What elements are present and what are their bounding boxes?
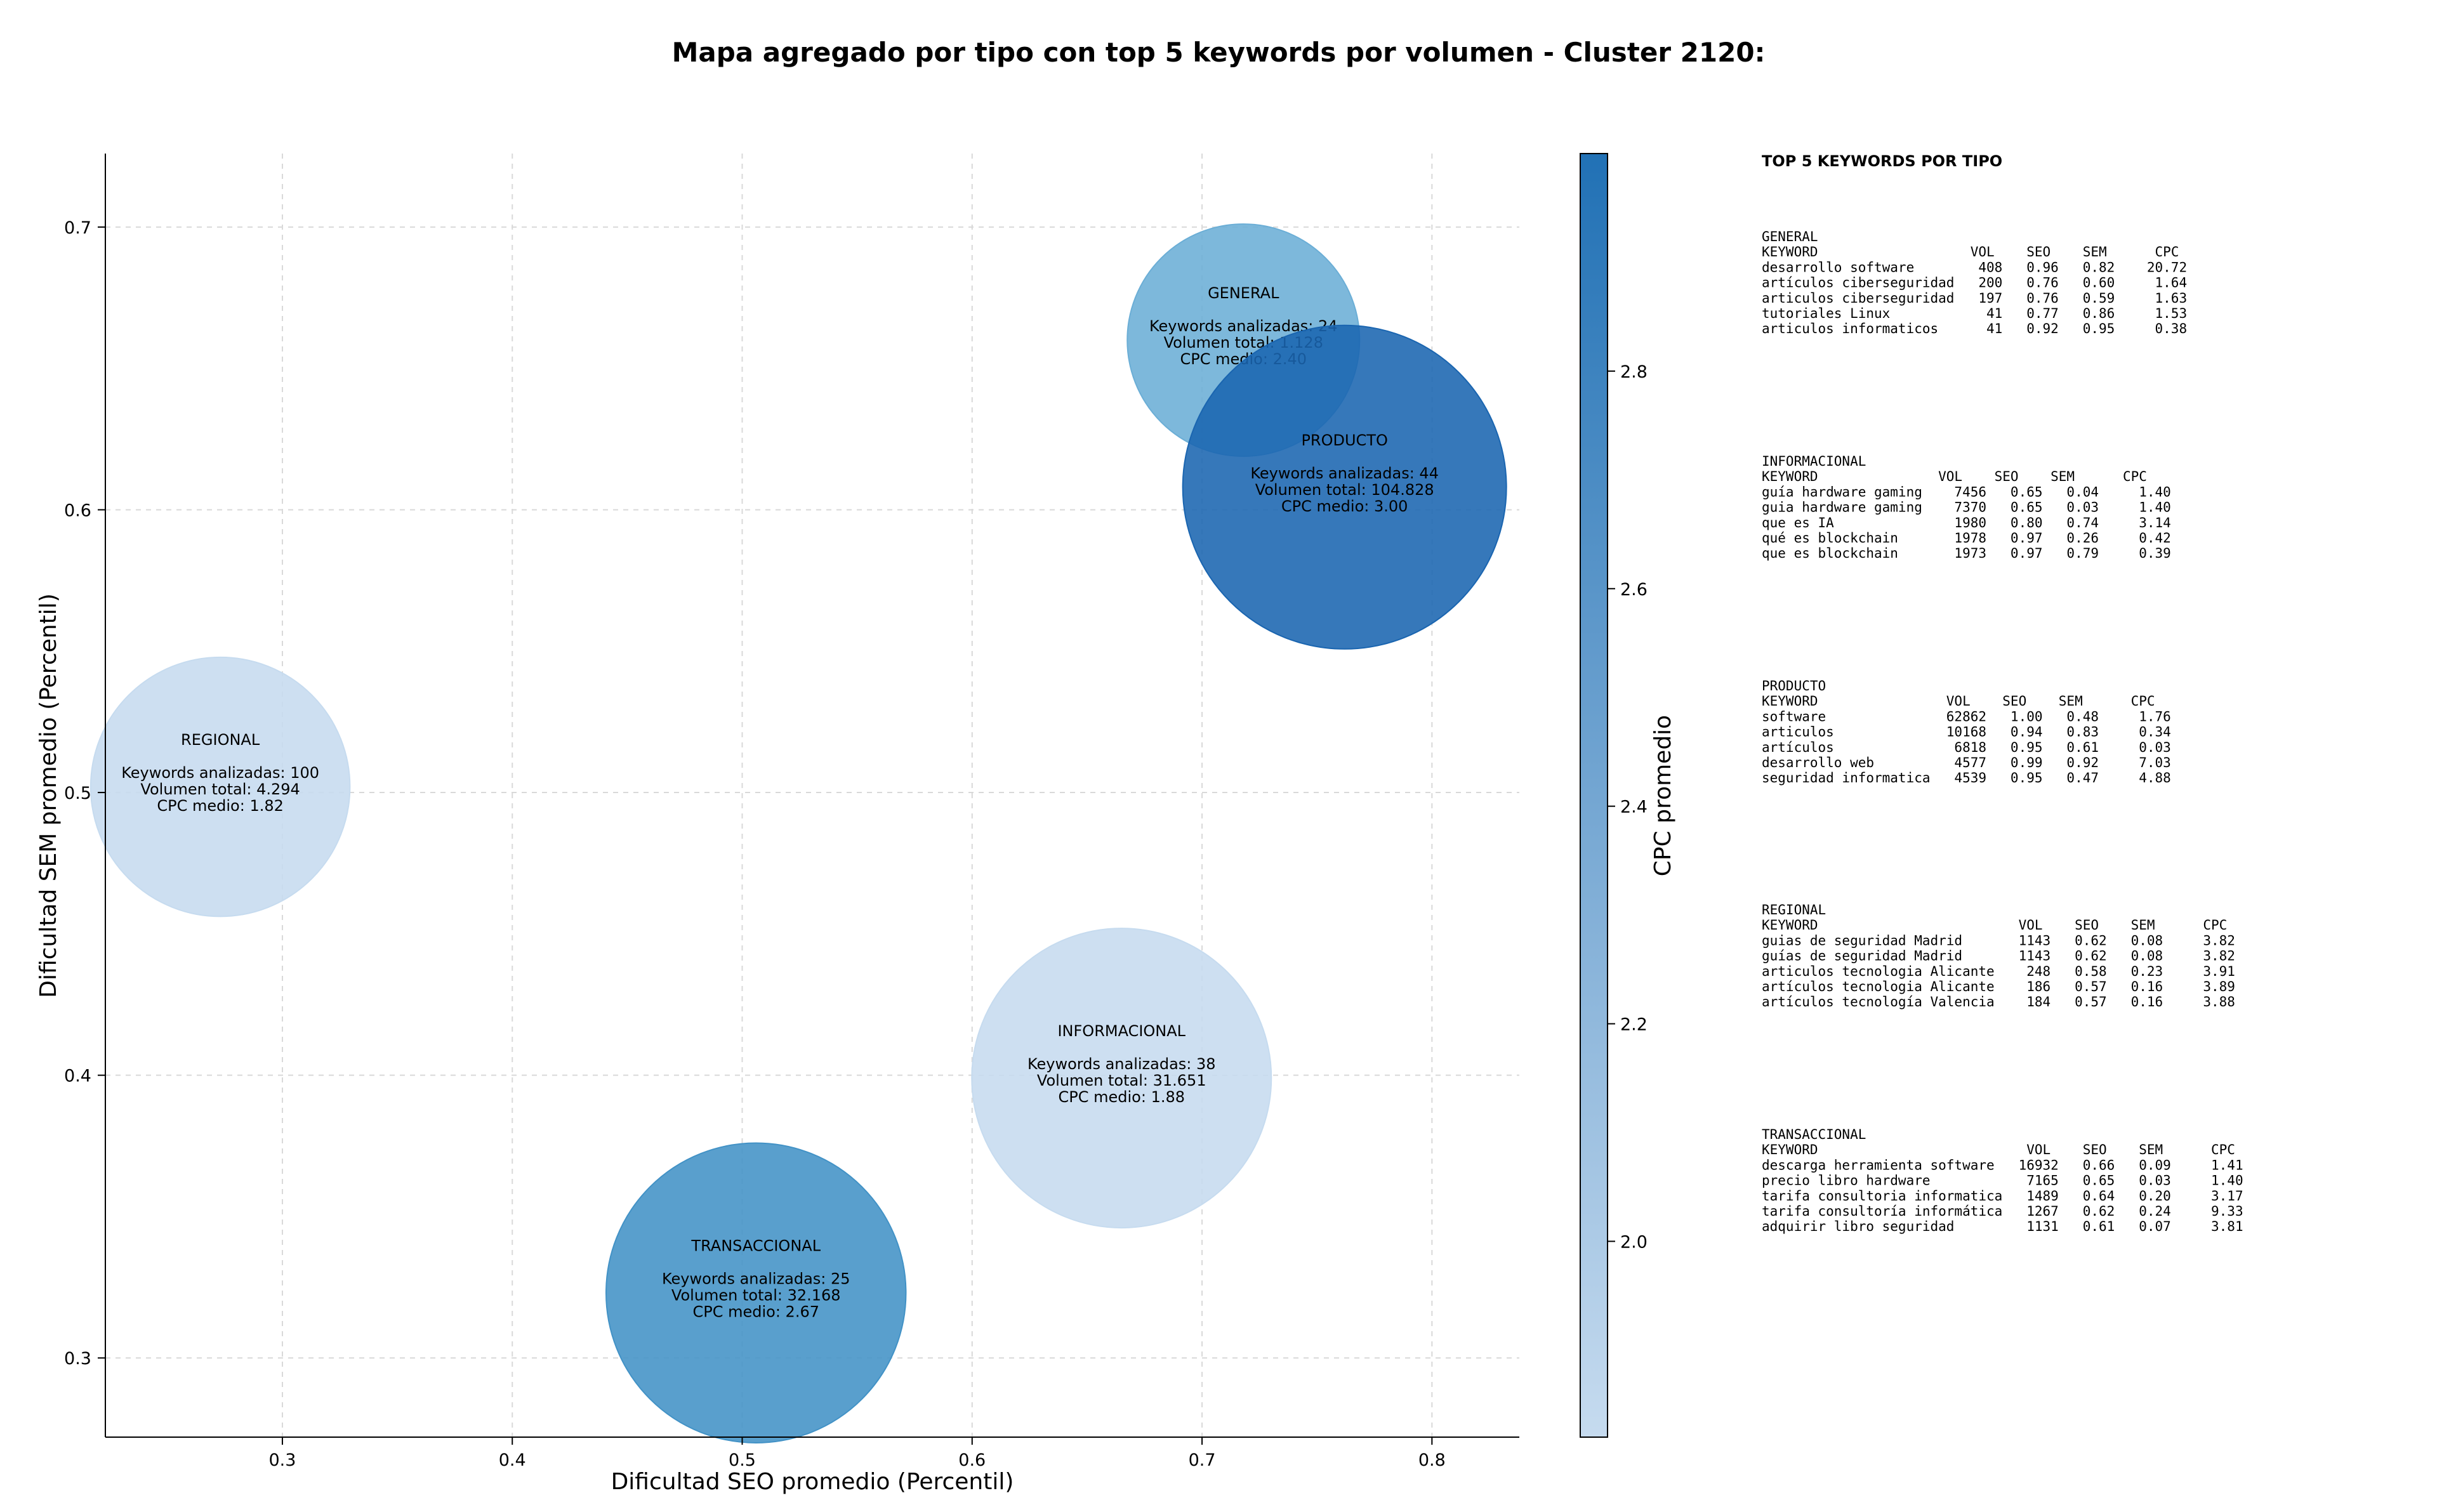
y-tick-label: 0.4 <box>64 1067 91 1086</box>
keyword-table-row: adquirir libro seguridad 1131 0.61 0.07 … <box>1762 1219 2243 1234</box>
bubble-label-line3: CPC medio: 1.88 <box>1059 1088 1185 1106</box>
side-panel-heading: TOP 5 KEYWORDS POR TIPO <box>1762 152 2002 170</box>
keyword-table-row: qué es blockchain 1978 0.97 0.26 0.42 <box>1762 530 2171 546</box>
bubble-label-line1: Keywords analizadas: 100 <box>121 764 319 782</box>
keyword-table-row: guias de seguridad Madrid 1143 0.62 0.08… <box>1762 933 2235 948</box>
keyword-table-row: precio libro hardware 7165 0.65 0.03 1.4… <box>1762 1173 2243 1188</box>
bubble-label-name: PRODUCTO <box>1301 431 1387 449</box>
keyword-table-title: INFORMACIONAL <box>1762 454 1866 469</box>
x-axis-label: Dificultad SEO promedio (Percentil) <box>611 1469 1014 1495</box>
colorbar-tick-label: 2.6 <box>1620 580 1648 600</box>
keyword-table-header: KEYWORD VOL SEO SEM CPC <box>1762 469 2147 484</box>
keyword-table-row: artículos 6818 0.95 0.61 0.03 <box>1762 740 2171 755</box>
keyword-table-row: descarga herramienta software 16932 0.66… <box>1762 1157 2243 1173</box>
bubble-label-name: TRANSACCIONAL <box>690 1237 821 1255</box>
bubble-circle <box>1182 324 1507 650</box>
x-tick-label: 0.5 <box>729 1450 756 1470</box>
x-tick-label: 0.7 <box>1189 1450 1216 1470</box>
y-tick-label: 0.3 <box>64 1349 91 1369</box>
bubble-label-line2: Volumen total: 104.828 <box>1255 481 1434 499</box>
keyword-table-row: artículos tecnologia Alicante 186 0.57 0… <box>1762 979 2235 994</box>
keyword-table-row: tarifa consultoria informatica 1489 0.64… <box>1762 1188 2243 1204</box>
keyword-table-header: KEYWORD VOL SEO SEM CPC <box>1762 1142 2235 1157</box>
y-tick-label: 0.5 <box>64 784 91 803</box>
bubble-circle <box>971 928 1272 1229</box>
colorbar-tick-label: 2.8 <box>1620 362 1648 382</box>
bubble-label-name: INFORMACIONAL <box>1057 1022 1185 1040</box>
keyword-table-row: artículos ciberseguridad 200 0.76 0.60 1… <box>1762 275 2187 291</box>
x-tick-label: 0.6 <box>958 1450 986 1470</box>
bubble-label-line3: CPC medio: 1.82 <box>157 797 284 815</box>
y-tick-label: 0.6 <box>64 501 91 520</box>
keyword-table-row: guía hardware gaming 7456 0.65 0.04 1.40 <box>1762 484 2171 499</box>
keyword-table-row: guías de seguridad Madrid 1143 0.62 0.08… <box>1762 949 2235 964</box>
keyword-table-row: articulos tecnologia Alicante 248 0.58 0… <box>1762 964 2235 979</box>
keyword-table-row: tarifa consultoría informática 1267 0.62… <box>1762 1204 2243 1219</box>
colorbar <box>1580 153 1608 1438</box>
keyword-table-title: GENERAL <box>1762 229 1818 244</box>
keyword-table-header: KEYWORD VOL SEO SEM CPC <box>1762 917 2227 933</box>
bubble-transaccional: TRANSACCIONAL Keywords analizadas: 25Volu… <box>605 1142 907 1443</box>
chart-title: Mapa agregado por tipo con top 5 keyword… <box>672 37 1766 68</box>
bubble-informacional: INFORMACIONAL Keywords analizadas: 38Volu… <box>971 928 1272 1229</box>
keyword-table-row: desarrollo web 4577 0.99 0.92 7.03 <box>1762 755 2171 770</box>
keyword-table-title: REGIONAL <box>1762 902 1826 917</box>
keyword-table-row: articulos ciberseguridad 197 0.76 0.59 1… <box>1762 291 2187 306</box>
bubble-label-line1: Keywords analizadas: 38 <box>1027 1055 1216 1073</box>
bubble-label-line2: Volumen total: 4.294 <box>140 780 300 798</box>
keyword-table-row: que es IA 1980 0.80 0.74 3.14 <box>1762 515 2171 530</box>
colorbar-label: CPC promedio <box>1650 715 1676 876</box>
keyword-table-header: KEYWORD VOL SEO SEM CPC <box>1762 244 2179 260</box>
keyword-table-row: seguridad informatica 4539 0.95 0.47 4.8… <box>1762 770 2171 786</box>
bubble-regional: REGIONAL Keywords analizadas: 100Volumen … <box>89 656 351 917</box>
keyword-table-title: PRODUCTO <box>1762 678 1826 694</box>
x-tick-label: 0.4 <box>499 1450 526 1470</box>
y-tick-label: 0.7 <box>64 218 91 238</box>
keyword-table-row: guia hardware gaming 7370 0.65 0.03 1.40 <box>1762 500 2171 515</box>
keyword-table-row: software 62862 1.00 0.48 1.76 <box>1762 709 2171 724</box>
keyword-table-row: articulos informaticos 41 0.92 0.95 0.38 <box>1762 321 2187 336</box>
x-tick-label: 0.8 <box>1418 1450 1446 1470</box>
keyword-table-header: KEYWORD VOL SEO SEM CPC <box>1762 694 2155 709</box>
colorbar-tick-label: 2.2 <box>1620 1015 1648 1035</box>
bubble-label-line1: Keywords analizadas: 44 <box>1250 464 1439 482</box>
bubble-label-line2: Volumen total: 31.651 <box>1037 1072 1206 1089</box>
bubble-label-name: REGIONAL <box>181 731 260 749</box>
y-axis-label: Dificultad SEM promedio (Percentil) <box>36 593 62 998</box>
keyword-table-row: articulos 10168 0.94 0.83 0.34 <box>1762 725 2171 740</box>
keyword-table-row: tutoriales Linux 41 0.77 0.86 1.53 <box>1762 306 2187 321</box>
bubble-circle <box>89 656 351 917</box>
bubble-label-line1: Keywords analizadas: 25 <box>662 1270 850 1288</box>
keyword-table-row: artículos tecnología Valencia 184 0.57 0… <box>1762 994 2235 1009</box>
keyword-table-row: que es blockchain 1973 0.97 0.79 0.39 <box>1762 546 2171 561</box>
bubble-circle <box>605 1142 907 1443</box>
keyword-table-row: desarrollo software 408 0.96 0.82 20.72 <box>1762 260 2187 275</box>
bubble-label-line3: CPC medio: 2.67 <box>692 1303 819 1321</box>
bubble-label-line3: CPC medio: 3.00 <box>1281 497 1408 515</box>
colorbar-tick-label: 2.4 <box>1620 798 1648 817</box>
keyword-table-title: TRANSACCIONAL <box>1762 1127 1866 1142</box>
bubble-label-name: GENERAL <box>1208 284 1279 302</box>
colorbar-tick-label: 2.0 <box>1620 1232 1648 1252</box>
x-tick-label: 0.3 <box>268 1450 296 1470</box>
bubble-label-line2: Volumen total: 32.168 <box>671 1287 841 1305</box>
